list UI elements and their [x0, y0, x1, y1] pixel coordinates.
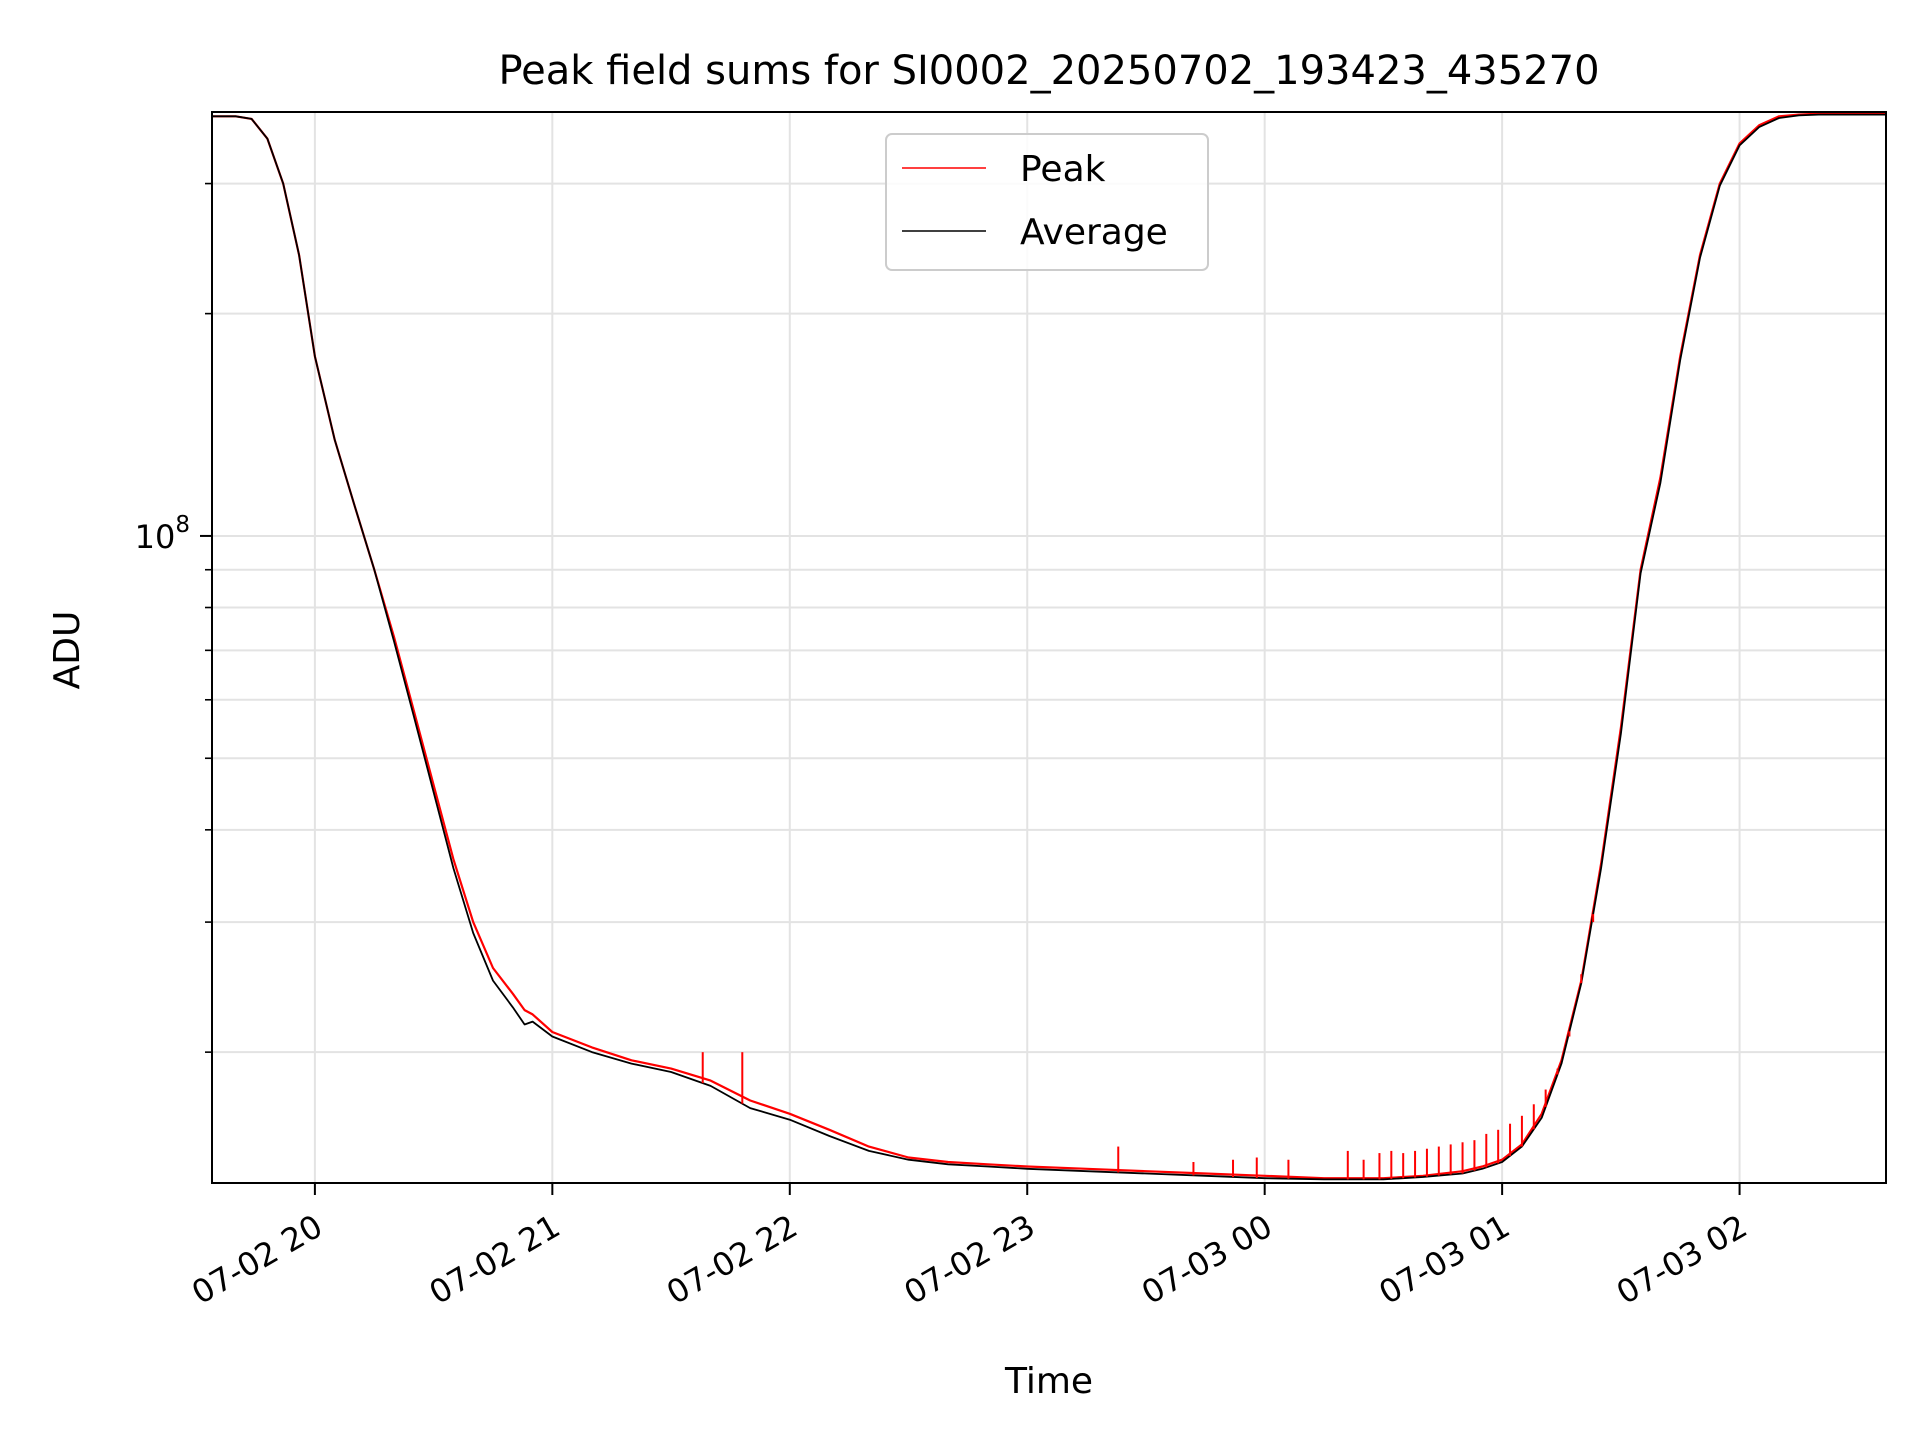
plot-frame — [211, 111, 1887, 1184]
x-axis-label: Time — [1004, 1361, 1093, 1402]
y-axis-label: ADU — [47, 611, 88, 690]
series-group — [212, 112, 1886, 1181]
legend-peak-label: Peak — [1020, 149, 1106, 190]
chart-title: Peak field sums for SI0002_20250702_1934… — [498, 48, 1599, 94]
legend-average-label: Average — [1020, 212, 1168, 253]
series-layer — [212, 112, 1886, 1181]
y-axis: 108 — [135, 182, 212, 1053]
legend: Peak Average — [885, 133, 1209, 271]
series-line-average — [212, 113, 1886, 1181]
y-tick-label: 108 — [135, 512, 190, 556]
